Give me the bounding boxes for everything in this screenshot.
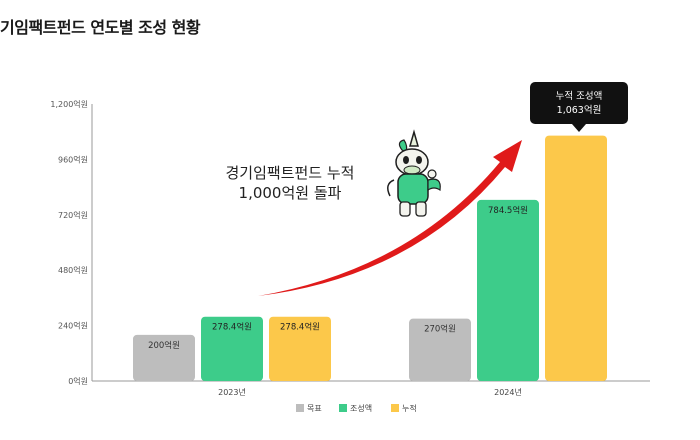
y-tick-label: 1,200억원 [50,99,88,109]
legend-swatch [339,404,347,412]
bar-누적-2023년 [269,316,331,381]
bar-목표-2024년 [409,318,471,381]
legend-label: 목표 [307,404,322,413]
tooltip-line-1: 누적 조성액 [556,90,603,102]
bar-value-label: 278.4억원 [212,322,252,333]
y-tick-label: 960억원 [58,154,88,164]
y-tick-label: 0억원 [68,376,88,386]
legend: 목표 조성액 누적 [296,403,417,413]
y-tick-label: 720억원 [58,210,88,220]
y-tick-label: 240억원 [58,321,88,331]
y-tick-label: 480억원 [58,265,88,275]
unicorn-mascot-icon [387,129,441,217]
bar-value-label: 270억원 [424,324,456,335]
tooltip-line-2: 1,063억원 [557,104,602,116]
legend-label: 조성액 [350,403,372,413]
legend-swatch [296,404,304,412]
bar-누적-2024년 [545,135,607,381]
total-tooltip: 누적 조성액 1,063억원 [530,82,628,132]
callout-line-1: 경기임팩트펀드 누적 [226,164,355,182]
category-label: 2024년 [494,387,522,397]
bar-목표-2023년 [133,334,195,381]
bar-조성액-2024년 [477,199,539,381]
callout-line-2: 1,000억원 돌파 [239,184,342,202]
legend-label: 누적 [402,403,417,413]
bar-조성액-2023년 [201,316,263,381]
page-title: 기임팩트펀드 연도별 조성 현황 [0,18,201,37]
category-label: 2023년 [218,387,246,397]
bar-value-label: 784.5억원 [488,205,528,216]
bar-value-label: 278.4억원 [280,322,320,333]
growth-arrow-icon [258,140,522,296]
tooltip-pointer [572,124,586,132]
tooltip-box [530,82,628,124]
callout: 경기임팩트펀드 누적 1,000억원 돌파 [226,164,355,202]
legend-swatch [391,404,399,412]
bar-value-label: 200억원 [148,340,180,351]
